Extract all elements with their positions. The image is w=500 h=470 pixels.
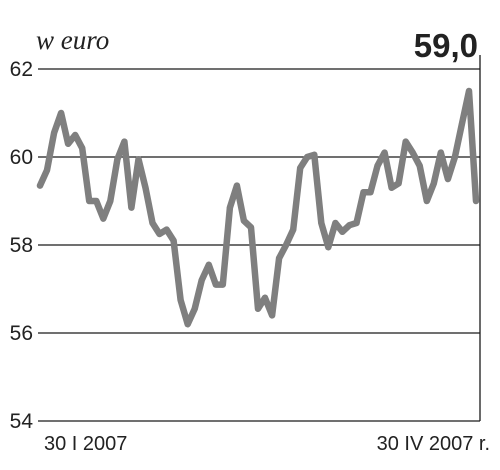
data-point (51, 129, 58, 136)
grid-lines (38, 68, 480, 334)
data-point (318, 220, 325, 226)
data-point (451, 154, 458, 160)
series-layer (36, 87, 480, 328)
data-point (283, 242, 290, 248)
data-point (416, 162, 423, 169)
data-point (212, 281, 219, 288)
data-point (184, 321, 191, 328)
data-point (170, 237, 177, 244)
data-point (86, 198, 93, 204)
data-point (269, 312, 276, 319)
data-point (458, 121, 465, 127)
data-point (297, 165, 304, 171)
data-point (114, 156, 121, 163)
data-point (79, 145, 86, 152)
data-point (226, 204, 233, 211)
data-point (156, 231, 163, 237)
x-end-date-label: 30 IV 2007 r. (377, 433, 490, 455)
data-point (163, 226, 170, 233)
data-point (255, 305, 261, 312)
data-point (346, 222, 353, 229)
data-point (409, 149, 416, 156)
data-point (402, 138, 409, 145)
data-point (93, 198, 100, 204)
data-point (466, 88, 472, 94)
data-point (437, 149, 444, 156)
data-point (332, 220, 339, 226)
data-point (304, 154, 311, 160)
data-point (44, 167, 50, 174)
data-point (381, 149, 388, 156)
data-point (360, 189, 367, 196)
data-point (149, 220, 156, 226)
y-tick-label: 54 (10, 410, 34, 433)
data-point (276, 255, 283, 262)
data-point (65, 140, 72, 147)
data-point (191, 305, 198, 312)
data-point (58, 110, 65, 116)
data-point (262, 294, 268, 301)
data-point (353, 220, 360, 226)
data-point (325, 244, 332, 251)
data-point (444, 176, 451, 182)
unit-label: w euro (36, 25, 109, 55)
data-point (198, 277, 205, 284)
y-tick-label: 62 (10, 58, 33, 81)
data-point (311, 151, 318, 158)
data-point (142, 184, 149, 191)
data-point (240, 217, 247, 224)
data-point (107, 198, 114, 204)
series-line (36, 87, 480, 328)
data-point (367, 189, 374, 196)
data-point (430, 180, 437, 187)
x-start-date-label: 30 I 2007 (44, 433, 127, 455)
data-point (121, 138, 128, 145)
data-point (135, 156, 142, 163)
y-tick-label: 56 (10, 322, 33, 345)
data-point (339, 228, 346, 235)
data-point (100, 215, 107, 222)
data-point (248, 224, 254, 231)
data-point (72, 132, 79, 138)
data-point (233, 182, 240, 189)
data-point (423, 198, 430, 204)
y-tick-label: 60 (10, 146, 33, 169)
data-point (128, 204, 135, 211)
y-tick-label: 58 (10, 234, 33, 257)
data-point (290, 226, 297, 233)
data-point (37, 182, 43, 189)
data-point (177, 297, 184, 303)
last-value-label: 59,0 (414, 27, 478, 64)
data-point (473, 198, 479, 204)
data-point (205, 261, 212, 268)
y-tick-labels: 54 56 58 60 62 (10, 58, 34, 433)
data-point (219, 281, 226, 288)
data-point (388, 184, 395, 191)
data-point (395, 180, 402, 187)
data-point (374, 162, 381, 169)
